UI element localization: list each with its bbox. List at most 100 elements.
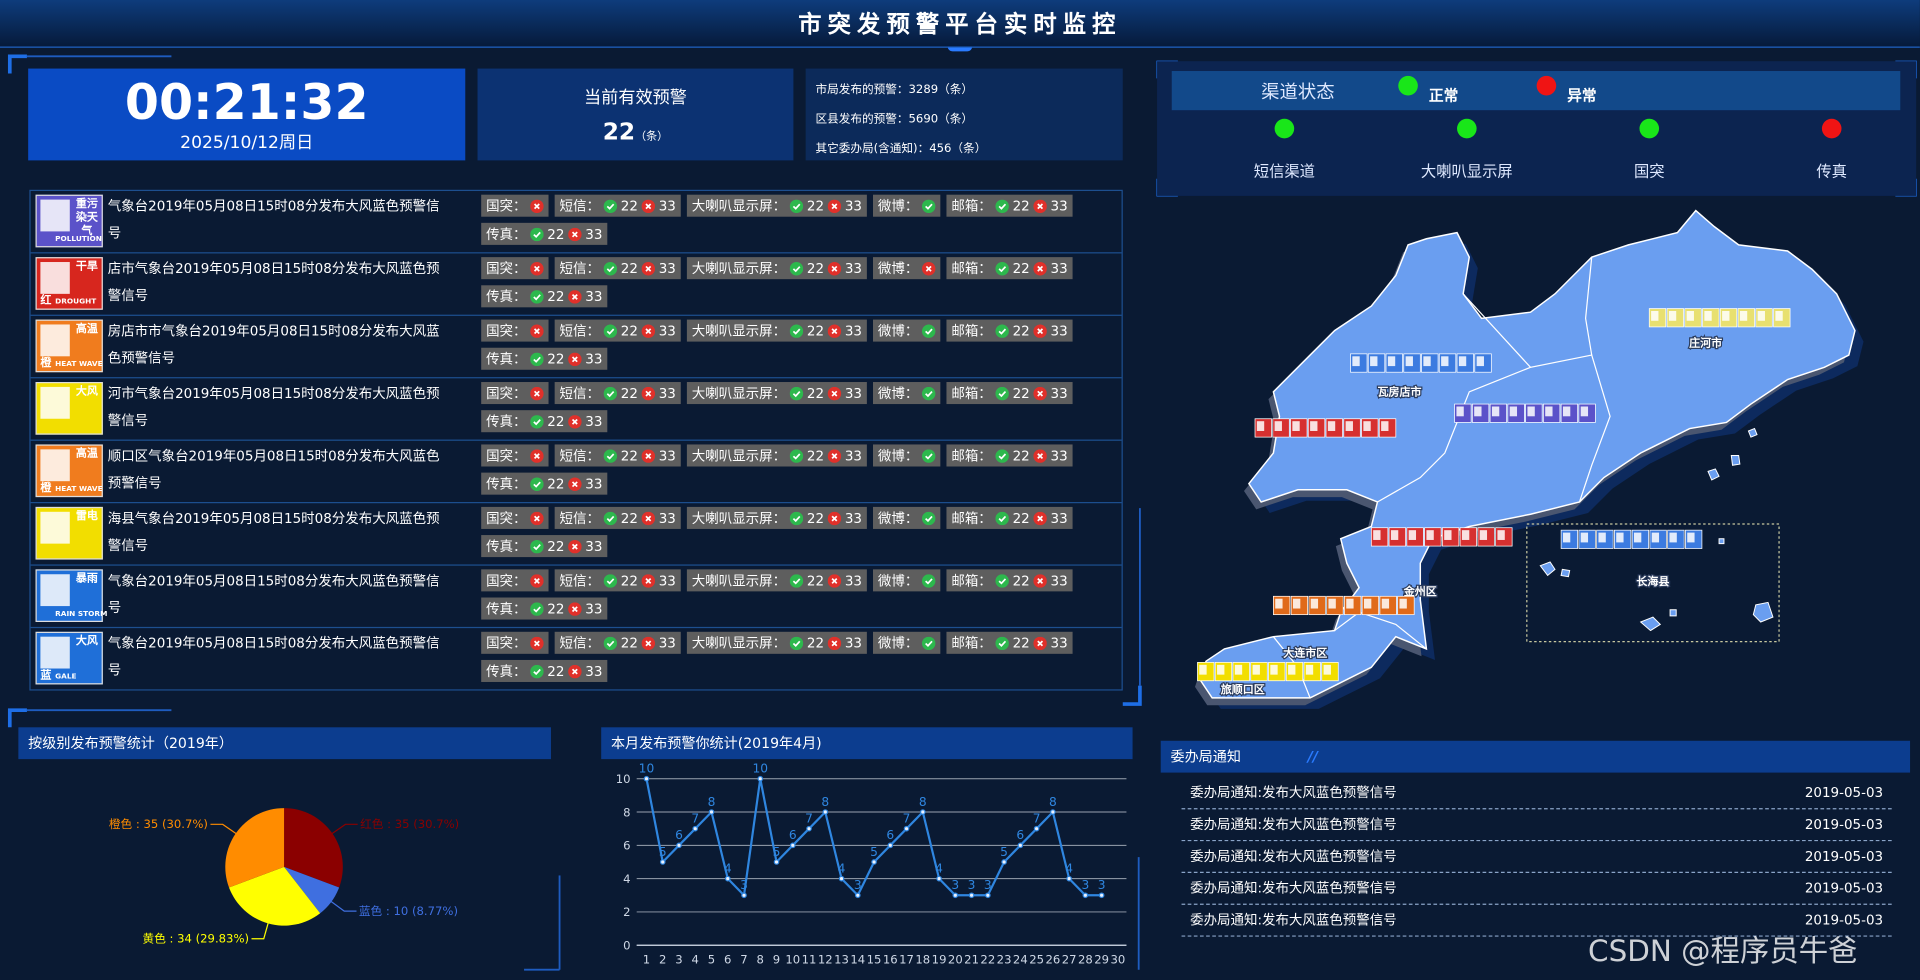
status-ok: [995, 386, 1009, 400]
status-glyph: [792, 327, 801, 335]
status-fail: [641, 323, 656, 338]
status-glyph: [533, 639, 540, 646]
status-glyph: [998, 265, 1007, 272]
status-fail: [568, 289, 582, 304]
channel-name: 国突：: [486, 510, 527, 527]
status-dot: [995, 636, 1009, 650]
status-glyph: [1037, 327, 1044, 334]
alert-table: 重污染天气 POLLUTION 气象台2019年05月08日15时08分发布大风蓝色…: [29, 189, 1123, 691]
channel-chip: 国突：: [481, 569, 549, 592]
status-fail: [1033, 261, 1047, 275]
x-tick-label: 12: [818, 953, 833, 967]
slice-label: 红色 : 35 (30.7%): [360, 817, 459, 831]
stat-unit: （条）: [938, 112, 974, 127]
ok-count: 22: [620, 385, 638, 401]
data-label: 8: [1049, 795, 1057, 809]
status-glyph: [925, 327, 933, 335]
status-glyph: [606, 577, 615, 584]
point: [1066, 875, 1072, 882]
status-glyph: [571, 480, 578, 487]
point: [952, 892, 959, 899]
status-ok: [995, 448, 1009, 463]
channel-chip: 传真： 22 33: [481, 285, 608, 308]
slice-label: 蓝色 : 10 (8.77%): [359, 904, 458, 918]
status-glyph: [533, 543, 541, 550]
point: [643, 775, 650, 782]
fail-count: 33: [585, 288, 603, 305]
channel-name: 微博：: [877, 385, 919, 402]
fail-count: 33: [844, 322, 862, 339]
channel-name: 国突：: [486, 323, 527, 340]
alert-icon: 干旱红 DROUGHT: [35, 257, 103, 310]
status-fail: [641, 448, 656, 463]
alert-icon: 重污染天气 POLLUTION: [35, 194, 103, 248]
ok-count: 22: [620, 572, 638, 589]
status-fail: [827, 386, 842, 400]
status-ok: [603, 261, 618, 275]
warning-icon-pic: [1441, 356, 1449, 367]
warning-icon-pic: [1527, 406, 1535, 417]
status-glyph: [645, 390, 652, 396]
warning-icon-pic: [1757, 310, 1765, 321]
channel-chip: 传真： 22 33: [481, 222, 608, 245]
channel-status: 短信渠道 大喇叭显示屏 国突 传真: [1157, 116, 1916, 189]
status-glyph: [1037, 202, 1044, 209]
stat-value: 5690: [908, 112, 939, 127]
warning-icon-pic: [1687, 532, 1695, 543]
status-ok: [995, 573, 1009, 588]
fail-count: 33: [1050, 572, 1068, 589]
point: [903, 825, 910, 832]
channel-name: 邮箱：: [951, 198, 992, 215]
clock-time: 00:21:32: [124, 74, 369, 131]
data-label: 3: [854, 878, 862, 892]
icon-sub: GALE: [55, 672, 77, 681]
status-fail: [568, 539, 582, 553]
status-glyph: [925, 577, 933, 584]
label-leader: [329, 823, 358, 836]
status-glyph: [645, 265, 652, 272]
district-border: [1584, 257, 1593, 356]
status-dot: [789, 386, 804, 400]
warning-icon-pic: [1686, 310, 1694, 321]
alert-text: 气象台2019年05月08日15时08分发布大风蓝色预警信号: [107, 198, 440, 242]
warning-icon-pic: [1310, 421, 1318, 431]
data-label: 7: [805, 812, 813, 826]
status-fail: [568, 664, 582, 678]
x-tick-label: 14: [850, 953, 865, 967]
status-glyph: [606, 203, 615, 210]
alert-row: 高温橙 HEAT WAVE 房店市市气象台2019年05月08日15时08分发布大风…: [30, 316, 1122, 379]
point: [659, 859, 666, 865]
channel-chip: 国突：: [481, 319, 549, 342]
data-label: 8: [919, 795, 927, 809]
x-tick-label: 30: [1110, 953, 1125, 967]
icon-picture: [40, 449, 70, 482]
channel-list: 国突： 短信： 22 33 大喇叭显示屏： 22 33 微博： 邮箱： 22 33 传真： 22 33: [481, 257, 1087, 308]
fail-count: 33: [844, 260, 862, 277]
channel-name: 大喇叭显示屏：: [691, 323, 787, 340]
region-label: 长海县: [1636, 574, 1669, 588]
channel-name: 国突：: [486, 635, 527, 652]
x-tick-label: 3: [675, 953, 682, 967]
point: [936, 875, 942, 882]
slice-category: 橙色: [109, 817, 133, 831]
alert-row: 干旱红 DROUGHT 店市气象台2019年05月08日15时08分发布大风蓝色预警…: [30, 253, 1122, 316]
channel-name: 短信：: [559, 635, 600, 652]
channel-label: 传真: [1816, 161, 1848, 180]
notice-text: 委办局通知:发布大风蓝色预警信号: [1190, 848, 1397, 865]
stat-value: 3289: [908, 83, 939, 97]
channel-chip: 邮箱： 22 33: [946, 194, 1073, 217]
stat-item: 其它委办局(含通知)：456（条）: [815, 135, 1113, 164]
notice-text: 委办局通知:发布大风蓝色预警信号: [1190, 784, 1397, 801]
label-leader: [210, 823, 239, 836]
status-dot: [789, 448, 804, 463]
slice-label: 黄色 : 34 (29.83%): [143, 931, 249, 945]
slice-label: 橙色 : 35 (30.7%): [109, 817, 208, 831]
alert-text: 气象台2019年05月08日15时08分发布大风蓝色预警信号: [107, 573, 440, 616]
notice-header: 委办局通知 //: [1160, 740, 1911, 773]
channel-name: 大喇叭显示屏：: [691, 385, 787, 402]
status-glyph: [998, 640, 1007, 647]
status-dot: [1639, 118, 1660, 139]
district-border: [1377, 366, 1531, 503]
warning-icon-pic: [1426, 530, 1434, 540]
